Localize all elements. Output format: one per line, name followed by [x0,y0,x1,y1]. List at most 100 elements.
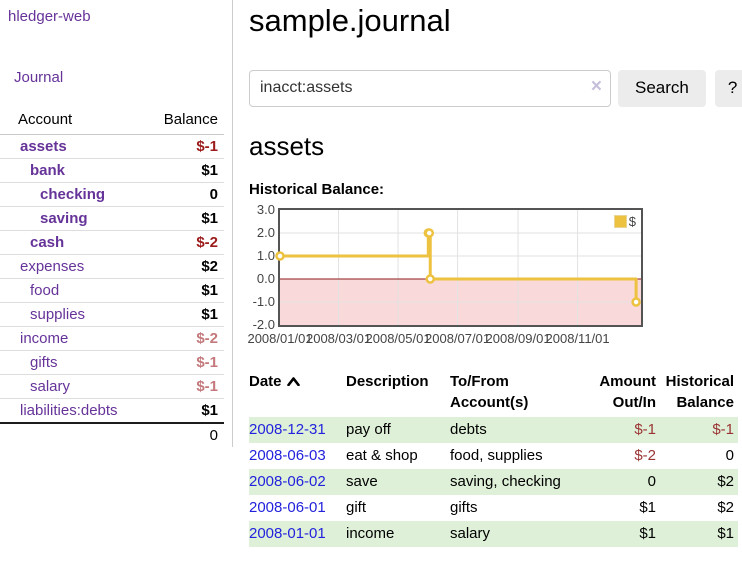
chart-canvas [275,209,641,325]
transaction-balance: $-1 [712,420,734,438]
account-balance: 0 [148,182,224,207]
search-form: × Search ? [249,69,742,107]
account-link-bank[interactable]: bank [30,162,66,179]
account-link-saving[interactable]: saving [40,210,88,227]
transactions-header-row: Date Description To/From Account(s) Amou… [249,367,738,417]
account-row: supplies $1 [0,302,224,327]
sidebar: hledger-web Journal Account Balance asse… [0,0,233,447]
page-title: sample.journal [249,3,451,38]
x-axis-tick-label: 2008/03/01 [305,330,372,346]
account-row: checking 0 [0,182,224,207]
account-link-salary[interactable]: salary [30,378,71,395]
account-balance: $1 [148,302,224,327]
transaction-row: 2008-06-02 save saving, checking 0 $2 [249,468,738,495]
clear-search-icon[interactable]: × [590,75,602,97]
x-axis-tick-label: 2008/05/01 [365,330,431,346]
account-balance: $-2 [148,230,224,255]
account-balance: $2 [148,254,224,279]
transaction-date-link[interactable]: 2008-01-01 [249,524,326,542]
transaction-balance: 0 [725,446,734,464]
x-axis-tick-label: 2008/09/01 [485,330,551,346]
accounts-table: Account Balance assets $-1 bank $1 check… [0,107,224,447]
transaction-description: eat & shop [346,446,418,464]
account-link-food[interactable]: food [30,282,60,299]
transaction-balance: $1 [717,524,734,542]
x-axis-tick-label: 2008/01/01 [247,330,313,346]
accounts-total-row: 0 [0,422,224,447]
search-button[interactable]: Search [618,69,706,107]
account-row: cash $-2 [0,230,224,255]
column-header-date[interactable]: Date [249,367,346,417]
sidebar-item-journal[interactable]: Journal [14,69,64,86]
account-row: bank $1 [0,158,224,183]
account-row: liabilities:debts $1 [0,398,224,423]
accounts-header-account: Account [0,107,149,135]
account-row: saving $1 [0,206,224,231]
account-link-checking[interactable]: checking [40,186,106,203]
x-axis-tick-label: 2008/07/01 [425,330,491,346]
brand-link[interactable]: hledger-web [8,8,91,25]
transaction-accounts: salary [450,524,491,542]
transaction-amount: 0 [647,472,656,490]
transaction-row: 2008-06-01 gift gifts $1 $2 [249,495,738,521]
transaction-accounts: food, supplies [450,446,543,464]
account-link-income[interactable]: income [20,330,69,347]
transaction-amount: $-2 [634,446,656,464]
chart-legend: $ [613,213,636,229]
chart-title: Historical Balance: [249,180,385,198]
account-link-cash[interactable]: cash [30,234,65,251]
account-row: income $-2 [0,326,224,351]
transaction-balance: $2 [717,498,734,516]
account-link-assets[interactable]: assets [20,138,67,155]
chart-plot: $ [275,207,643,327]
transaction-row: 2008-12-31 pay off debts $-1 $-1 [249,416,738,443]
account-balance: $1 [148,206,224,231]
account-balance: $-1 [148,350,224,375]
account-row: salary $-1 [0,374,224,399]
transaction-accounts: debts [450,420,487,438]
account-row: food $1 [0,278,224,303]
account-link-supplies[interactable]: supplies [30,306,86,323]
transaction-balance: $2 [717,472,734,490]
transaction-accounts: gifts [450,498,478,516]
transaction-date-link[interactable]: 2008-12-31 [249,420,326,438]
account-row: assets $-1 [0,135,224,159]
legend-label: $ [628,213,636,229]
column-header-description: Description [346,372,429,390]
legend-swatch [613,214,627,228]
transaction-date-link[interactable]: 2008-06-01 [249,498,326,516]
y-axis-tick-label: 3.0 [256,201,275,217]
x-axis-tick-label: 2008/11/01 [545,330,610,346]
y-axis-tick-label: -2.0 [252,316,275,332]
sort-asc-icon [286,376,300,386]
account-link-liabilities-debts[interactable]: liabilities:debts [20,402,118,419]
account-balance: $1 [148,398,224,423]
search-input[interactable] [249,69,611,107]
main-panel: sample.journal × Search ? assets Histori… [233,0,742,547]
y-axis-tick-label: 2.0 [256,224,275,240]
column-header-balance: Historical Balance [665,372,734,411]
transaction-description: income [346,524,395,542]
account-balance: $1 [148,158,224,183]
transaction-description: pay off [346,420,391,438]
y-axis-tick-label: 1.0 [256,247,275,263]
transaction-date-link[interactable]: 2008-06-03 [249,446,326,464]
help-button[interactable]: ? [714,69,742,107]
transaction-date-link[interactable]: 2008-06-02 [249,472,326,490]
accounts-total-value: 0 [148,422,224,447]
transaction-amount: $-1 [634,420,656,438]
app-window: hledger-web Journal Account Balance asse… [0,0,742,547]
y-axis-tick-label: 0.0 [256,270,275,286]
account-balance: $1 [148,278,224,303]
balance-chart: $ 3.0 2.0 1.0 0.0 -1.0 -2.0 2008/01/01 2008/03/… [247,200,729,350]
transaction-row: 2008-01-01 income salary $1 $1 [249,520,738,547]
account-balance: $-2 [148,326,224,351]
transaction-description: gift [346,498,367,516]
account-link-expenses[interactable]: expenses [20,258,85,275]
account-heading: assets [249,130,325,161]
accounts-header-balance: Balance [148,107,224,135]
transactions-table: Date Description To/From Account(s) Amou… [249,367,738,547]
column-header-amount: Amount Out/In [599,372,656,411]
account-link-gifts[interactable]: gifts [30,354,58,371]
transaction-accounts: saving, checking [450,472,561,490]
